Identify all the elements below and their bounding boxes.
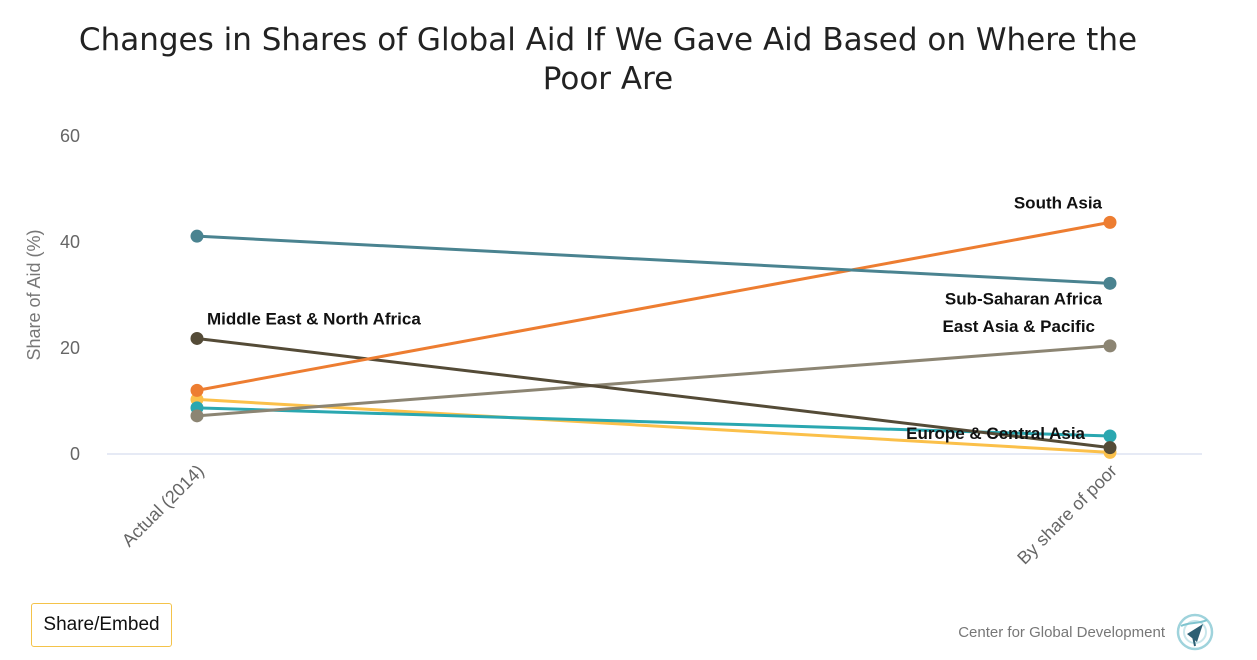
y-axis-title: Share of Aid (%)	[24, 229, 44, 360]
series-label: South Asia	[1014, 193, 1103, 212]
series-points	[190, 215, 1117, 459]
data-point	[190, 229, 204, 243]
series-line	[196, 336, 1111, 450]
share-embed-button[interactable]: Share/Embed	[31, 603, 172, 647]
data-point	[1103, 276, 1117, 290]
credit: Center for Global Development	[958, 612, 1217, 652]
chart-title-line-1: Changes in Shares of Global Aid If We Ga…	[79, 22, 1137, 58]
series-line	[196, 406, 1111, 438]
credit-text[interactable]: Center for Global Development	[958, 623, 1165, 641]
data-point	[1103, 339, 1117, 353]
chart-title-line-2: Poor Are	[543, 61, 673, 97]
series-lines	[196, 220, 1111, 454]
series-line	[196, 234, 1111, 285]
series-label: Middle East & North Africa	[207, 309, 421, 328]
series-labels: Sub-Saharan Africa South Asia East Asia & …	[207, 193, 1103, 443]
series-label: Europe & Central Asia	[906, 424, 1085, 443]
series-line	[196, 397, 1111, 454]
x-axis-ticks: Actual (2014) By share of poor	[118, 461, 1121, 569]
series-line	[196, 220, 1111, 392]
data-point	[1103, 215, 1117, 229]
data-point	[190, 409, 204, 423]
data-point	[190, 383, 204, 397]
y-tick-label: 20	[60, 338, 80, 358]
series-label: Sub-Saharan Africa	[945, 289, 1103, 308]
data-point	[1103, 441, 1117, 455]
y-axis-ticks: 0 20 40 60	[60, 126, 80, 464]
data-point	[190, 331, 204, 345]
x-tick-label: By share of poor	[1013, 461, 1121, 569]
line-chart: Changes in Shares of Global Aid If We Ga…	[24, 22, 1202, 569]
data-point	[1103, 429, 1117, 443]
x-tick-label: Actual (2014)	[118, 461, 208, 551]
series-label: East Asia & Pacific	[943, 317, 1095, 336]
cgd-globe-logo-icon[interactable]	[1173, 612, 1217, 652]
series-line	[196, 344, 1111, 418]
y-tick-label: 60	[60, 126, 80, 146]
y-tick-label: 40	[60, 232, 80, 252]
y-tick-label: 0	[70, 444, 80, 464]
